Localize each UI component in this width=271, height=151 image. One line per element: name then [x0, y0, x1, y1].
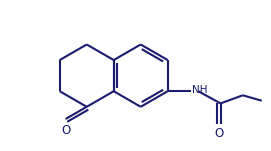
Text: O: O	[62, 124, 71, 137]
Text: NH: NH	[192, 85, 207, 95]
Text: O: O	[215, 127, 224, 140]
